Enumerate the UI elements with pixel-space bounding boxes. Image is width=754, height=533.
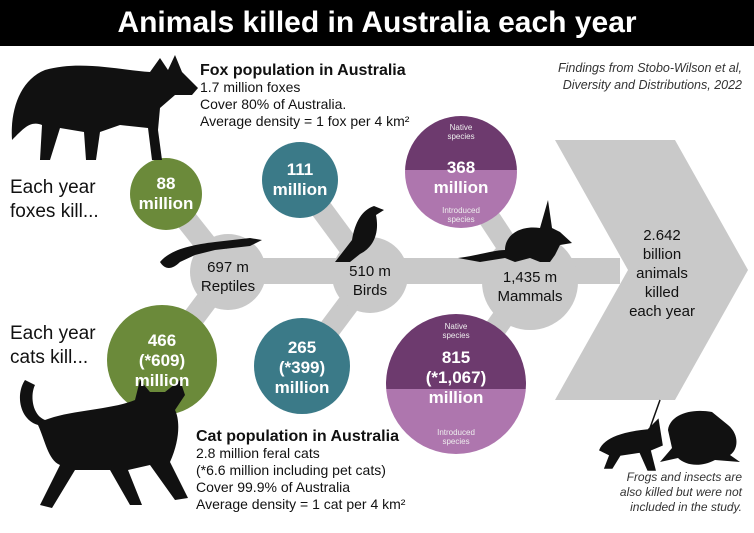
- label-line: 510 m: [349, 263, 391, 280]
- cat-reptiles-value: 466 (*609) million: [92, 331, 232, 391]
- label-line: 368: [446, 158, 476, 177]
- label-line: million: [138, 194, 194, 213]
- footnote-line: included in the study.: [630, 500, 742, 514]
- cat-line: 2.8 million feral cats: [196, 445, 320, 461]
- label-line: Introduced: [442, 206, 480, 215]
- cat-line: (*6.6 million including pet cats): [196, 462, 386, 478]
- label-line: species: [442, 437, 470, 446]
- fox-mammals-value: 368 million: [391, 158, 531, 198]
- label-line: 265: [287, 338, 317, 357]
- introduced-species-label: Introduced species: [386, 428, 526, 446]
- reptiles-node: [190, 234, 266, 310]
- label-line: billion: [642, 246, 682, 263]
- label-line: Birds: [352, 282, 388, 299]
- source-citation: Findings from Stobo-Wilson et al, Diversi…: [558, 60, 742, 94]
- fox-silhouette: [11, 55, 199, 160]
- cat-kill-label: Each year cats kill...: [10, 322, 96, 370]
- label-line: Mammals: [497, 288, 563, 305]
- label-line: Introduced: [437, 428, 475, 437]
- grasshopper-silhouette: [599, 399, 663, 471]
- source-line: Diversity and Distributions, 2022: [562, 78, 742, 92]
- label-line: million: [272, 180, 328, 199]
- cat-line: Average density = 1 cat per 4 km²: [196, 496, 406, 512]
- label-line: million: [433, 178, 489, 197]
- label-line: species: [447, 215, 475, 224]
- label-line: 815: [441, 348, 471, 367]
- label-line: 1,435 m: [502, 269, 558, 286]
- grand-total: 2.642 billion animals killed each year: [592, 226, 732, 321]
- fox-reptiles-value: 88 million: [96, 174, 236, 214]
- label-line: killed: [644, 284, 680, 301]
- fox-birds-circle: [262, 142, 338, 218]
- label-line: million: [134, 371, 190, 390]
- label-line: (*399): [278, 358, 326, 377]
- label-line: 111: [286, 160, 314, 179]
- label-line: species: [447, 132, 475, 141]
- label-line: cats kill...: [10, 347, 89, 368]
- introduced-species-label: Introduced species: [391, 206, 531, 224]
- label-line: million: [428, 388, 484, 407]
- cat-heading: Cat population in Australia: [196, 428, 399, 445]
- lizard-silhouette: [160, 238, 262, 268]
- bilby-silhouette: [458, 200, 572, 262]
- label-line: 2.642: [643, 227, 681, 244]
- source-line: Findings from Stobo-Wilson et al,: [558, 61, 742, 75]
- fox-birds-value: 111 million: [230, 160, 370, 200]
- cat-mammals-value: 815 (*1,067) million: [386, 348, 526, 408]
- bird-silhouette: [335, 206, 384, 262]
- footnote-line: also killed but were not: [619, 485, 742, 499]
- cat-birds-value: 265 (*399) million: [232, 338, 372, 398]
- label-line: million: [274, 378, 330, 397]
- label-line: 466: [147, 331, 177, 350]
- label-line: Each year: [10, 177, 96, 198]
- fox-line: Cover 80% of Australia.: [200, 96, 347, 112]
- native-species-label: Native species: [386, 322, 526, 340]
- fox-info: Fox population in Australia 1.7 million …: [200, 62, 409, 130]
- reptiles-total: 697 m Reptiles: [158, 258, 298, 296]
- birds-total: 510 m Birds: [300, 262, 440, 300]
- footnote-line: Frogs and insects are: [626, 470, 742, 484]
- label-line: 88: [156, 174, 176, 193]
- fox-reptiles-circle: [130, 158, 202, 230]
- fox-kill-label: Each year foxes kill...: [10, 176, 99, 224]
- fox-heading: Fox population in Australia: [200, 62, 406, 79]
- label-line: Native: [444, 322, 468, 331]
- label-line: animals: [636, 265, 688, 282]
- label-line: (*1,067): [425, 368, 487, 387]
- arrow-head: [555, 140, 748, 400]
- native-species-label: Native species: [391, 123, 531, 141]
- label-line: foxes kill...: [10, 201, 99, 222]
- cat-birds-circle: [254, 318, 350, 414]
- label-line: species: [442, 331, 470, 340]
- fox-line: Average density = 1 fox per 4 km²: [200, 113, 410, 129]
- frog-silhouette: [660, 410, 740, 465]
- cat-info: Cat population in Australia 2.8 million …: [196, 428, 405, 513]
- label-line: 697 m: [207, 259, 249, 276]
- label-line: Reptiles: [200, 278, 256, 295]
- mammals-total: 1,435 m Mammals: [460, 268, 600, 306]
- cat-reptiles-circle: [107, 305, 217, 415]
- label-line: Native: [449, 123, 473, 132]
- footnote: Frogs and insects are also killed but we…: [620, 470, 742, 515]
- label-line: each year: [629, 303, 695, 320]
- label-line: (*609): [138, 351, 186, 370]
- fox-line: 1.7 million foxes: [200, 79, 301, 95]
- page-title: Animals killed in Australia each year: [0, 0, 754, 46]
- label-line: Each year: [10, 323, 96, 344]
- cat-silhouette: [19, 380, 188, 508]
- cat-line: Cover 99.9% of Australia: [196, 479, 351, 495]
